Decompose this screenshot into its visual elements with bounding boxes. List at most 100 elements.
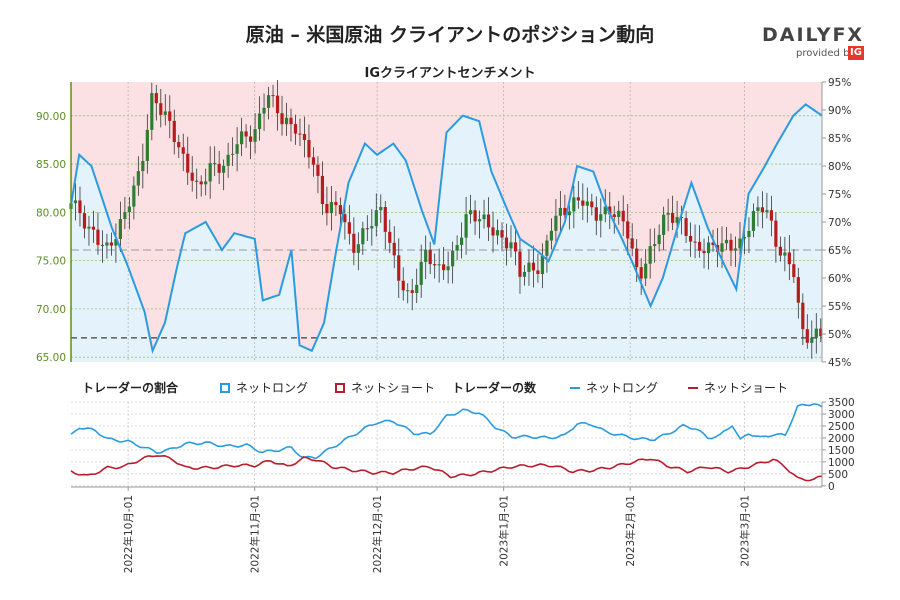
candle-body-142 (706, 242, 711, 254)
legend-ratio-long[interactable]: ネットロング (220, 379, 308, 396)
legend-count-long-swatch (570, 387, 580, 389)
candle-body-87 (460, 237, 464, 246)
price-tick-label-3: 80.00 (36, 207, 66, 219)
date-tick-label-1: 2022年11月-01 (249, 495, 262, 573)
count-tick-label-4: 2000 (828, 433, 855, 445)
candle-body-151 (747, 230, 751, 238)
count-tick-label-5: 2500 (828, 421, 855, 433)
ig-logo-badge: IG (848, 46, 864, 60)
candle-body-165 (810, 337, 814, 343)
candle-body-62 (347, 222, 351, 234)
candle-body-119 (603, 206, 607, 215)
candle-body-70 (383, 207, 387, 232)
candle-body-32 (213, 163, 217, 165)
candle-body-94 (491, 227, 495, 236)
candle-body-116 (590, 201, 594, 208)
dailyfx-logo[interactable]: DAILYFX provided by IG (762, 24, 865, 60)
candle-body-82 (437, 264, 441, 266)
percent-tick-label-1: 50% (828, 329, 851, 341)
count-tick-label-1: 500 (828, 469, 848, 481)
price-tick-label-0: 65.00 (36, 352, 66, 364)
candle-body-166 (814, 328, 818, 338)
price-tick-label-4: 85.00 (36, 159, 66, 171)
candle-body-35 (226, 154, 230, 166)
candle-body-136 (679, 217, 684, 219)
percent-tick-label-10: 95% (828, 77, 851, 89)
percent-tick-label-8: 85% (828, 133, 851, 145)
candle-body-131 (657, 234, 661, 245)
candle-body-122 (617, 210, 621, 218)
candle-body-92 (482, 214, 486, 220)
candle-body-80 (428, 249, 432, 265)
candle-body-98 (509, 242, 513, 249)
legend-ratio-long-label: ネットロング (236, 381, 309, 395)
legend-count-long-label: ネットロング (586, 381, 659, 395)
candle-body-56 (320, 175, 325, 204)
candle-body-103 (531, 262, 536, 271)
legend-ratio-short[interactable]: ネットショート (335, 379, 435, 396)
reference-lines (71, 249, 822, 339)
candle-body-20 (159, 103, 163, 115)
candle-body-109 (558, 207, 562, 216)
candle-body-42 (257, 113, 262, 130)
percent-tick-label-4: 65% (828, 245, 851, 257)
candle-body-63 (352, 233, 356, 253)
candle-body-147 (729, 239, 733, 251)
candle-body-25 (181, 147, 185, 154)
legend-count-short-swatch (688, 387, 698, 389)
candle-body-128 (644, 263, 648, 279)
candle-body-81 (433, 264, 437, 266)
candle-body-50 (293, 124, 298, 134)
candle-body-88 (464, 214, 468, 238)
candle-body-64 (356, 244, 360, 253)
candle-body-7 (100, 244, 105, 246)
legend-count-short[interactable]: ネットショート (688, 379, 788, 396)
candle-body-126 (635, 248, 639, 268)
count-tick-label-0: 0 (828, 481, 835, 493)
count-series-net-long (70, 403, 823, 460)
date-tick-label-3: 2023年1月-01 (498, 495, 511, 567)
candle-body-77 (415, 284, 419, 293)
candle-body-118 (599, 214, 603, 221)
percent-tick-label-7: 80% (828, 161, 851, 173)
logo-word-fx: FX (832, 24, 865, 46)
candle-body-79 (424, 249, 428, 262)
candle-body-97 (504, 237, 509, 249)
legend-count-long[interactable]: ネットロング (570, 379, 658, 396)
candle-body-135 (675, 217, 679, 223)
legend: トレーダーの割合 ネットロング ネットショート トレーダーの数 ネットロング ネ… (0, 379, 900, 395)
candle-body-28 (195, 180, 199, 182)
price-tick-label-2: 75.00 (36, 256, 66, 268)
candle-body-68 (374, 210, 378, 227)
candle-body-143 (711, 242, 715, 245)
candle-body-100 (518, 251, 522, 277)
count-tick-label-6: 3000 (828, 409, 855, 421)
candle-body-91 (477, 219, 482, 222)
candle-body-73 (397, 255, 401, 281)
candle-body-104 (536, 270, 540, 274)
candle-body-14 (132, 185, 136, 207)
candle-body-55 (316, 164, 320, 176)
candle-body-137 (684, 218, 688, 236)
candle-body-19 (154, 93, 158, 104)
candle-body-33 (217, 163, 221, 173)
candle-body-110 (563, 207, 567, 216)
candle-body-78 (419, 261, 423, 285)
candle-body-134 (671, 212, 675, 223)
candle-body-127 (639, 267, 643, 279)
candle-body-93 (486, 214, 491, 228)
candle-body-61 (343, 214, 347, 223)
candle-body-66 (365, 228, 369, 230)
candle-body-11 (118, 219, 122, 239)
candle-body-4 (87, 226, 91, 229)
candle-body-155 (765, 210, 769, 213)
candle-body-10 (114, 238, 118, 246)
candle-body-95 (495, 230, 500, 236)
candle-body-125 (630, 238, 634, 249)
candle-body-113 (576, 197, 580, 201)
candle-body-138 (688, 235, 693, 242)
candle-body-106 (545, 240, 549, 256)
candle-body-16 (141, 160, 145, 172)
candle-body-1 (73, 200, 78, 204)
